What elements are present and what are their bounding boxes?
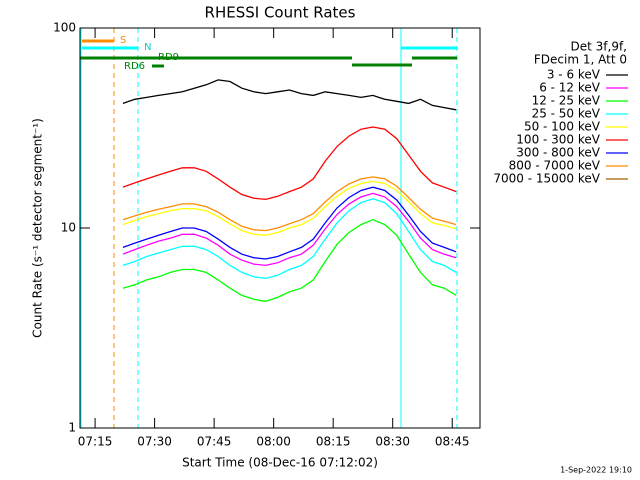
- series-line: [122, 180, 457, 236]
- series-line: [122, 198, 457, 280]
- series-line: [122, 126, 457, 201]
- series-line: [122, 79, 457, 111]
- x-tick-label: 07:30: [137, 435, 172, 449]
- legend-label: 6 - 12 keV: [539, 81, 601, 95]
- series-line: [122, 186, 457, 260]
- annotation: RD9: [158, 52, 179, 63]
- series-line: [122, 218, 457, 302]
- x-tick-label: 08:30: [375, 435, 410, 449]
- annotation: RD6: [124, 61, 145, 72]
- x-tick-label: 07:45: [197, 435, 232, 449]
- legend-label: 7000 - 15000 keV: [493, 172, 600, 186]
- y-tick-label: 1: [68, 421, 76, 435]
- legend-label: 50 - 100 keV: [524, 120, 601, 134]
- legend-label: 25 - 50 keV: [532, 107, 601, 121]
- x-tick-label: 07:15: [78, 435, 113, 449]
- legend-label: 12 - 25 keV: [532, 94, 601, 108]
- legend-label: 300 - 800 keV: [516, 146, 600, 160]
- x-tick-label: 08:45: [435, 435, 470, 449]
- legend-label: 100 - 300 keV: [516, 133, 600, 147]
- plot-area: [122, 79, 457, 302]
- legend-header: Det 3f,9f,: [571, 40, 628, 54]
- y-tick-label: 10: [61, 221, 76, 235]
- series-line: [122, 192, 457, 267]
- y-axis-label: Count Rate (s⁻¹ detector segment⁻¹): [31, 118, 45, 338]
- legend-label: 3 - 6 keV: [547, 68, 601, 82]
- y-tick-label: 100: [53, 21, 76, 35]
- series-line: [122, 176, 457, 232]
- chart-title: RHESSI Count Rates: [205, 4, 356, 22]
- legend-header: FDecim 1, Att 0: [534, 53, 627, 67]
- legend-label: 800 - 7000 keV: [509, 159, 601, 173]
- timestamp: 1-Sep-2022 19:10: [560, 466, 632, 475]
- x-tick-label: 08:00: [256, 435, 291, 449]
- x-axis-label: Start Time (08-Dec-16 07:12:02): [182, 456, 378, 470]
- x-tick-label: 08:15: [316, 435, 351, 449]
- annotation: S: [120, 35, 126, 46]
- annotation: N: [144, 42, 151, 53]
